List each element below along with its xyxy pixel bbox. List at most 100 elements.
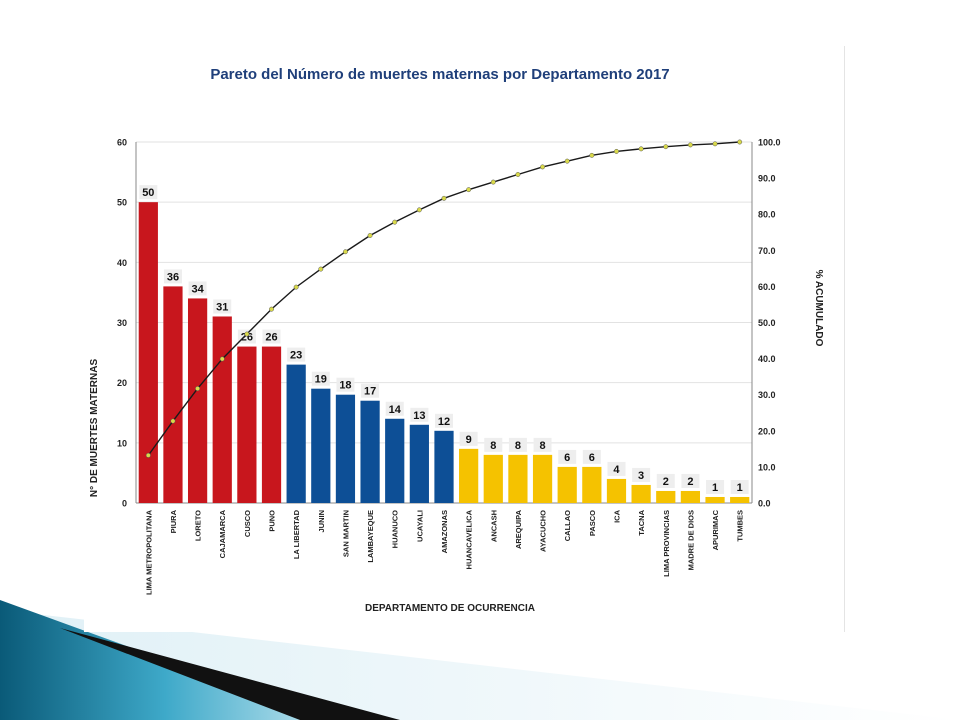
y2-axis-label: % ACUMULADO xyxy=(813,270,824,347)
bar-value-label: 2 xyxy=(663,476,669,488)
bar-apurimac xyxy=(705,496,725,503)
y2-tick-label: 60.0 xyxy=(758,282,776,292)
bar-san-martin xyxy=(335,394,356,503)
y2-tick-label: 50.0 xyxy=(758,318,776,328)
bar-value-label: 50 xyxy=(142,187,154,199)
y2-tick-label: 20.0 xyxy=(758,426,776,436)
cumulative-point xyxy=(392,219,398,225)
bar-amazonas xyxy=(434,430,454,503)
bar-huancavelica xyxy=(459,448,479,503)
cumulative-point xyxy=(466,187,472,193)
bar-label-box xyxy=(213,299,232,314)
cumulative-point xyxy=(663,144,669,150)
bar-label-box xyxy=(632,467,651,482)
x-axis-ticks: LIMA METROPOLITANA PIURA LORETO CAJAMARCA CU… xyxy=(144,509,744,595)
bar-value-label: 23 xyxy=(290,350,302,362)
bar-value-label: 8 xyxy=(515,440,521,452)
cumulative-point xyxy=(540,164,546,170)
x-tick-label: CAJAMARCA xyxy=(218,509,227,558)
bar-lima-metropolitana xyxy=(138,202,158,503)
bar-tacna xyxy=(631,484,651,503)
cumulative-point xyxy=(318,266,324,272)
bar-value-label: 3 xyxy=(638,470,644,482)
cumulative-point xyxy=(195,386,201,392)
bar-value-label: 6 xyxy=(589,452,595,464)
y2-tick-label: 100.0 xyxy=(758,138,781,148)
x-tick-label: LORETO xyxy=(194,510,203,541)
x-tick-label: CUSCO xyxy=(243,510,252,537)
y2-tick-label: 70.0 xyxy=(758,246,776,256)
y-axis-label: N° DE MUERTES MATERNAS xyxy=(89,359,100,498)
cumulative-point xyxy=(490,179,496,185)
bar-label-box xyxy=(237,329,256,344)
pareto-chart: Pareto del Número de muertes maternas po… xyxy=(89,66,824,614)
bar-label-box xyxy=(163,269,182,284)
x-tick-label: LA LIBERTAD xyxy=(292,509,301,559)
bar-label-box xyxy=(484,437,503,452)
bar-label-box xyxy=(730,479,749,494)
cumulative-point xyxy=(712,141,718,147)
y2-tick-label: 0.0 xyxy=(758,499,771,509)
bar-ayacucho xyxy=(532,454,553,503)
bar-pasco xyxy=(582,466,602,503)
bar-value-label: 19 xyxy=(315,374,327,386)
bar-piura xyxy=(163,286,183,503)
bar-label-box xyxy=(508,437,527,452)
bar-loreto xyxy=(187,298,208,503)
cumulative-point xyxy=(145,452,151,458)
bar-value-label: 14 xyxy=(389,404,402,416)
bar-arequipa xyxy=(508,454,528,503)
bar-label-box xyxy=(336,377,355,392)
bar-puno xyxy=(261,346,282,503)
x-tick-label: HUANUCO xyxy=(391,510,400,548)
y-tick-label: 50 xyxy=(117,198,127,208)
bar-label-box xyxy=(706,479,725,494)
bar-label-box xyxy=(607,461,626,476)
bar-label-box xyxy=(459,431,478,446)
bar-label-box xyxy=(558,449,577,464)
bar-huanuco xyxy=(385,418,405,503)
y-axis-ticks: 0 10 20 30 40 50 60 xyxy=(117,138,127,509)
x-tick-label: PASCO xyxy=(588,510,597,536)
bar-value-label: 1 xyxy=(737,482,743,494)
chart-title: Pareto del Número de muertes maternas po… xyxy=(210,66,669,83)
x-axis-label: DEPARTAMENTO DE OCURRENCIA xyxy=(365,603,535,614)
y-tick-label: 20 xyxy=(117,378,127,388)
cumulative-point xyxy=(687,142,693,148)
bar-ucayali xyxy=(409,424,429,503)
cumulative-point xyxy=(416,207,422,213)
x-tick-label: APURIMAC xyxy=(711,509,720,550)
y-tick-label: 10 xyxy=(117,438,127,448)
cumulative-point xyxy=(293,284,299,290)
x-tick-label: AYACUCHO xyxy=(539,510,548,552)
bar-label-box xyxy=(656,473,675,488)
x-tick-label: UCAYALI xyxy=(415,510,424,542)
x-tick-label: AREQUIPA xyxy=(514,509,523,549)
x-tick-label: SAN MARTIN xyxy=(341,510,350,557)
x-tick-label: JUNIN xyxy=(317,510,326,533)
y2-tick-label: 10.0 xyxy=(758,462,776,472)
bar-label-box xyxy=(681,473,700,488)
bar-value-label: 9 xyxy=(466,434,472,446)
y-tick-label: 30 xyxy=(117,318,127,328)
y2-tick-label: 80.0 xyxy=(758,210,776,220)
y2-tick-label: 90.0 xyxy=(758,174,776,184)
cumulative-point xyxy=(614,148,619,154)
x-tick-label: ANCASH xyxy=(489,510,498,542)
cumulative-point xyxy=(367,233,373,238)
bar-value-label: 36 xyxy=(167,271,179,283)
cumulative-polyline xyxy=(147,141,740,456)
bar-ancash xyxy=(483,454,503,503)
x-tick-label: LIMA METROPOLITANA xyxy=(144,509,153,595)
x-tick-label: LAMBAYEQUE xyxy=(366,510,375,563)
bar-cajamarca xyxy=(212,316,232,503)
x-tick-label: LIMA PROVINCIAS xyxy=(662,510,671,577)
bar-junin xyxy=(311,388,331,503)
bar-ica xyxy=(606,478,627,503)
bar-cusco xyxy=(237,346,257,503)
x-tick-label: CALLAO xyxy=(563,510,572,541)
bar-value-label: 26 xyxy=(241,332,253,344)
bar-label-box xyxy=(533,437,552,452)
x-tick-label: ICA xyxy=(612,509,621,523)
